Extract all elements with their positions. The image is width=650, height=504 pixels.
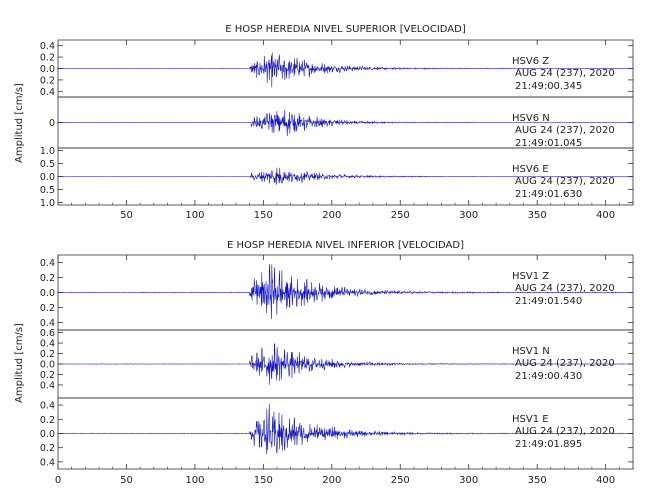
y-tick-label: 0.4 <box>40 401 55 412</box>
station-label: HSV6 N <box>512 113 550 124</box>
time-label: 21:49:01.540 <box>515 296 582 307</box>
time-label: 21:49:01.895 <box>515 439 582 450</box>
y-tick-label: 0.0 <box>40 288 55 299</box>
y-tick-label: 0.2 <box>40 370 55 381</box>
x-tick-label: 100 <box>185 210 204 221</box>
x-tick-label: 50 <box>120 475 133 486</box>
y-tick-label: 0.2 <box>40 349 55 360</box>
y-tick-label: 0 <box>49 118 55 129</box>
y-tick-label: 0.5 <box>40 159 55 170</box>
y-tick-label: 1.0 <box>40 198 55 209</box>
y-tick-label: 0.5 <box>40 185 55 196</box>
time-label: 21:49:01.630 <box>515 189 582 200</box>
y-tick-label: 0.6 <box>40 328 55 339</box>
x-tick-label: 150 <box>254 210 273 221</box>
y-tick-label: 0.2 <box>40 303 55 314</box>
station-label: HSV1 N <box>512 346 550 357</box>
y-axis-label: Amplitud [cm/s] <box>14 83 25 163</box>
y-tick-label: 0.0 <box>40 360 55 371</box>
y-tick-label: 0.2 <box>40 273 55 284</box>
waveform-trace <box>58 342 634 385</box>
x-tick-label: 150 <box>254 475 273 486</box>
waveform-trace <box>58 109 634 137</box>
y-tick-label: 0.4 <box>40 41 55 52</box>
y-axis-label: Amplitud [cm/s] <box>14 323 25 403</box>
x-tick-label: 250 <box>391 210 410 221</box>
x-tick-label: 250 <box>391 475 410 486</box>
station-label: HSV6 E <box>512 164 549 175</box>
y-tick-label: 0.0 <box>40 64 55 75</box>
time-label: 21:49:00.430 <box>515 371 582 382</box>
station-label: HSV1 Z <box>512 271 549 282</box>
waveform-trace <box>57 263 634 320</box>
y-tick-label: 0.2 <box>40 415 55 426</box>
y-tick-label: 0.2 <box>40 75 55 86</box>
date-label: AUG 24 (237), 2020 <box>515 358 615 369</box>
x-tick-label: 200 <box>322 475 341 486</box>
y-tick-label: 0.4 <box>40 258 55 269</box>
x-tick-label: 350 <box>528 475 547 486</box>
x-tick-label: 100 <box>185 475 204 486</box>
chart-title: E HOSP HEREDIA NIVEL INFERIOR [VELOCIDAD… <box>227 240 464 251</box>
x-tick-label: 0 <box>55 475 61 486</box>
station-label: HSV6 Z <box>512 56 549 67</box>
x-tick-label: 350 <box>528 210 547 221</box>
x-tick-label: 300 <box>459 475 478 486</box>
waveform-trace <box>57 403 634 455</box>
date-label: AUG 24 (237), 2020 <box>515 283 615 294</box>
date-label: AUG 24 (237), 2020 <box>515 176 615 187</box>
date-label: AUG 24 (237), 2020 <box>515 68 615 79</box>
y-tick-label: 1.0 <box>40 146 55 157</box>
time-label: 21:49:00.345 <box>515 81 582 92</box>
y-tick-label: 0.0 <box>40 172 55 183</box>
x-tick-label: 400 <box>596 210 615 221</box>
y-tick-label: 0.4 <box>40 318 55 329</box>
y-tick-label: 0.4 <box>40 380 55 391</box>
y-tick-label: 0.4 <box>40 339 55 350</box>
time-label: 21:49:01.045 <box>515 138 582 149</box>
y-tick-label: 0.4 <box>40 457 55 468</box>
x-tick-label: 50 <box>120 210 133 221</box>
y-tick-label: 0.2 <box>40 53 55 64</box>
x-tick-label: 300 <box>459 210 478 221</box>
date-label: AUG 24 (237), 2020 <box>515 125 615 136</box>
station-label: HSV1 E <box>512 414 549 425</box>
waveform-trace <box>57 52 633 88</box>
x-tick-label: 200 <box>322 210 341 221</box>
y-tick-label: 0.2 <box>40 443 55 454</box>
y-tick-label: 0.0 <box>40 429 55 440</box>
x-tick-label: 400 <box>596 475 615 486</box>
y-tick-label: 0.4 <box>40 87 55 98</box>
chart-title: E HOSP HEREDIA NIVEL SUPERIOR [VELOCIDAD… <box>225 24 466 35</box>
date-label: AUG 24 (237), 2020 <box>515 426 615 437</box>
waveform-trace <box>57 167 634 185</box>
